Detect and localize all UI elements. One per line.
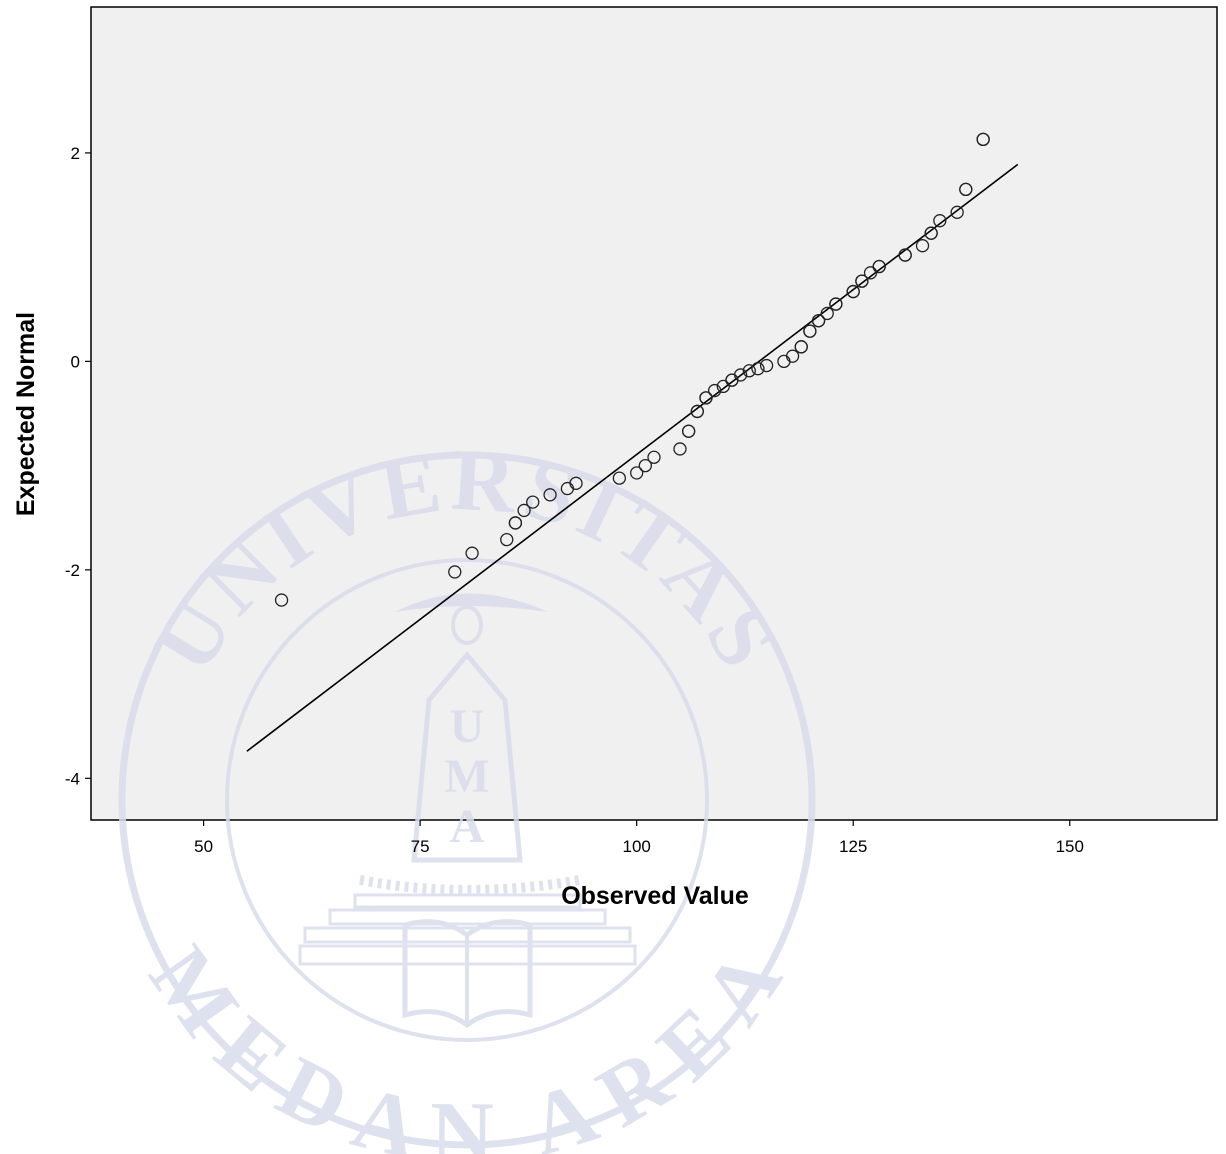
- data-point: [707, 383, 722, 398]
- data-point: [630, 466, 644, 480]
- data-point: [526, 495, 540, 509]
- data-point: [681, 424, 696, 438]
- watermark-letter-m: M: [444, 750, 489, 803]
- data-point: [508, 516, 523, 530]
- data-point: [950, 205, 964, 219]
- data-points: [274, 132, 990, 607]
- data-point: [733, 368, 748, 382]
- data-point: [759, 358, 774, 373]
- data-point: [673, 442, 687, 456]
- reference-line: [246, 163, 1019, 752]
- watermark-letter-a: A: [450, 800, 485, 853]
- data-point: [933, 214, 947, 228]
- data-point: [448, 565, 462, 579]
- data-point: [517, 503, 531, 518]
- data-point: [863, 266, 878, 280]
- data-point: [803, 324, 817, 338]
- y-tick-label: 2: [71, 144, 80, 163]
- y-axis: -4 -2 0 2: [65, 144, 91, 788]
- data-point: [785, 349, 800, 363]
- data-point: [690, 404, 704, 419]
- data-point: [742, 364, 756, 378]
- data-point: [751, 362, 765, 376]
- x-tick-label: 100: [622, 837, 650, 856]
- data-point: [846, 284, 860, 299]
- data-point: [716, 379, 730, 394]
- data-point: [924, 226, 938, 240]
- x-axis-title: Observed Value: [561, 882, 749, 910]
- data-point: [699, 391, 713, 405]
- x-tick-label: 75: [411, 837, 430, 856]
- x-tick-label: 125: [839, 837, 867, 856]
- data-point: [543, 488, 557, 502]
- x-tick-label: 150: [1056, 837, 1084, 856]
- plot-area: [90, 6, 1218, 821]
- x-tick-label: 50: [194, 837, 213, 856]
- watermark-letter-u: U: [450, 700, 485, 753]
- data-point: [794, 340, 808, 354]
- data-point: [829, 297, 843, 311]
- data-point: [915, 239, 930, 253]
- y-tick-label: 0: [71, 352, 80, 371]
- data-point: [811, 314, 826, 328]
- data-point: [820, 306, 834, 321]
- y-axis-title: Expected Normal: [12, 312, 40, 516]
- data-point: [465, 546, 479, 560]
- data-point: [274, 593, 289, 607]
- data-point: [898, 248, 912, 262]
- data-point: [638, 458, 652, 473]
- data-point: [959, 182, 973, 197]
- x-axis: 50 75 100 125 150: [194, 820, 1084, 856]
- y-tick-label: -2: [65, 561, 80, 580]
- data-point: [500, 532, 514, 547]
- data-point: [569, 476, 583, 490]
- y-tick-label: -4: [65, 769, 80, 788]
- data-point: [612, 471, 627, 485]
- data-point: [647, 450, 661, 464]
- data-point: [855, 274, 869, 288]
- data-point: [872, 259, 886, 274]
- data-point: [976, 132, 990, 147]
